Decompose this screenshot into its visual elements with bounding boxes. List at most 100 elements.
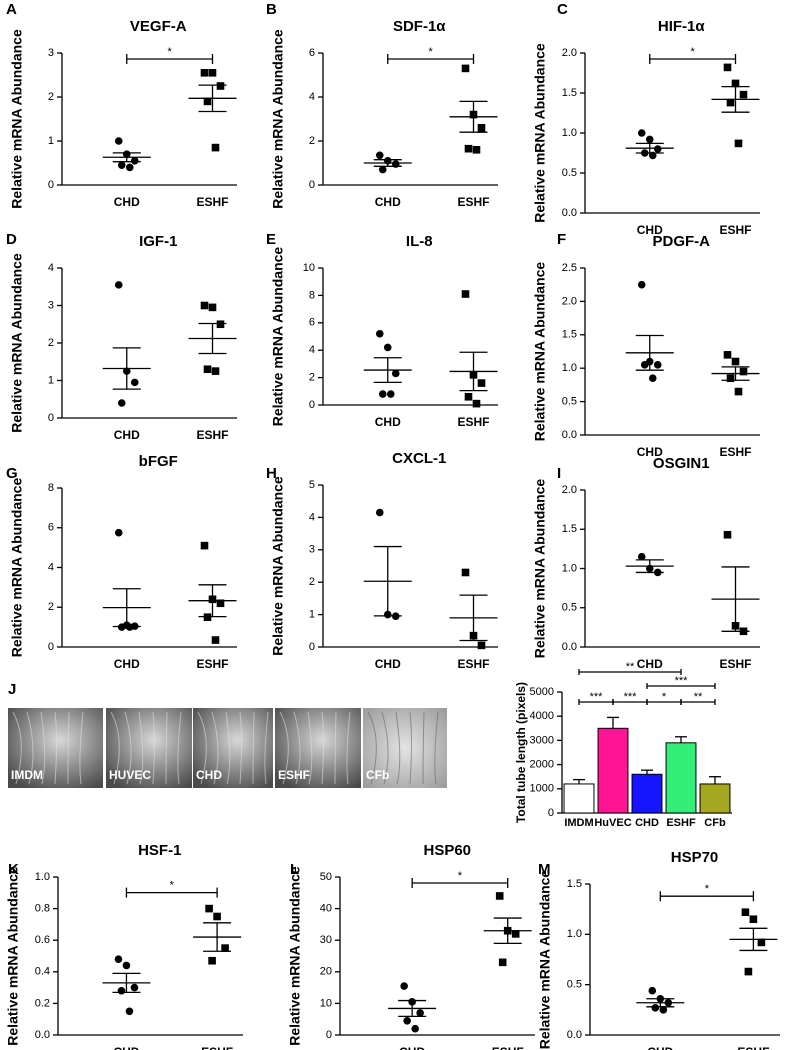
y-tick-label: 2	[309, 372, 315, 384]
y-tick-label: 0	[48, 641, 54, 653]
data-point	[495, 892, 504, 900]
data-point	[400, 982, 408, 990]
data-point	[208, 303, 217, 312]
micrograph	[106, 708, 192, 788]
data-point	[723, 63, 732, 72]
sig-label: *	[428, 46, 433, 58]
micrograph-label: ESHF	[278, 768, 310, 782]
y-tick-label: 5000	[530, 686, 554, 698]
y-tick-label: 1.5	[562, 329, 577, 341]
y-tick-label: 6	[309, 47, 315, 59]
data-point	[416, 1009, 424, 1017]
panel-letter: G	[6, 465, 18, 482]
data-point	[498, 958, 507, 967]
y-tick-label: 2.0	[562, 484, 577, 496]
data-point	[723, 530, 732, 539]
micrograph-texture	[124, 711, 132, 785]
chart-title: HIF-1α	[658, 18, 706, 35]
sig-label: *	[170, 880, 175, 892]
y-axis-label: Relative mRNA Abundance	[532, 43, 548, 223]
data-point	[208, 69, 217, 77]
y-tick-label: 0	[48, 179, 54, 191]
chart-title: HSP70	[671, 849, 719, 866]
x-tick-label: ESHF	[196, 195, 228, 209]
y-tick-label: 2	[48, 91, 54, 103]
y-tick-label: 3	[309, 544, 315, 556]
panel-letter: F	[557, 231, 566, 248]
data-point	[114, 281, 123, 289]
data-point	[734, 387, 743, 396]
y-tick-label: 2	[48, 601, 54, 613]
y-tick-label: 4	[48, 262, 54, 274]
data-point	[731, 357, 740, 366]
panel-letter: C	[557, 1, 568, 18]
data-point	[648, 374, 657, 383]
y-tick-label: 1.5	[562, 523, 577, 535]
y-tick-label: 2.0	[562, 47, 577, 59]
x-tick-label: ESHF	[492, 1045, 524, 1050]
micrograph-texture	[67, 711, 70, 785]
y-tick-label: 0.0	[567, 1029, 582, 1041]
micrograph-label: CHD	[196, 768, 222, 782]
data-point	[464, 144, 473, 153]
y-tick-label: 2	[48, 337, 54, 349]
data-point	[122, 961, 131, 970]
bar	[665, 742, 697, 814]
y-tick-label: 6	[48, 522, 54, 534]
data-point	[216, 82, 225, 90]
micrograph-texture	[165, 711, 168, 785]
data-point	[461, 290, 470, 298]
y-tick-label: 0.5	[562, 396, 577, 408]
data-point	[114, 955, 123, 963]
x-tick-label: CHD	[637, 657, 663, 671]
data-point	[645, 135, 654, 144]
data-point	[203, 365, 212, 374]
micrograph-texture	[293, 711, 301, 785]
data-point	[757, 938, 766, 947]
y-tick-label: 0.5	[562, 167, 577, 179]
micrograph-texture	[279, 711, 289, 785]
data-point	[130, 157, 139, 165]
data-point	[117, 399, 126, 407]
x-tick-label: CHD	[114, 657, 140, 671]
data-point	[378, 390, 387, 398]
micrograph-texture	[409, 711, 412, 785]
micrograph-texture	[40, 711, 46, 785]
data-point	[205, 904, 213, 913]
y-tick-label: 1.0	[35, 871, 50, 883]
micrograph-texture	[346, 711, 351, 785]
y-tick-label: 3	[48, 299, 54, 311]
data-point	[221, 944, 229, 952]
data-point	[659, 1006, 668, 1014]
y-axis-label: Relative mRNA Abundance	[532, 262, 548, 442]
y-tick-label: 3000	[530, 734, 554, 746]
y-tick-label: 6	[309, 317, 315, 329]
sig-label: **	[626, 661, 635, 673]
y-tick-label: 0.5	[567, 979, 582, 991]
micrograph-label: IMDM	[11, 768, 43, 782]
data-point	[464, 392, 473, 401]
x-tick-label: CHD	[375, 415, 401, 429]
y-tick-label: 0	[309, 641, 315, 653]
data-point	[130, 378, 139, 387]
data-point	[749, 915, 758, 924]
y-tick-label: 2.5	[562, 262, 577, 274]
sig-label: *	[167, 46, 172, 58]
y-tick-label: 3	[48, 47, 54, 59]
y-tick-label: 1.5	[562, 87, 577, 99]
x-tick-label: IMDM	[564, 817, 593, 829]
sig-label: ***	[675, 675, 689, 687]
x-tick-label: ESHF	[196, 657, 228, 671]
data-point	[216, 599, 225, 608]
bar	[563, 783, 595, 814]
data-point	[375, 329, 384, 338]
data-point	[472, 146, 481, 154]
y-tick-label: 5	[309, 479, 315, 491]
y-tick-label: 1	[48, 374, 54, 386]
y-tick-label: 0.0	[35, 1029, 50, 1041]
data-point	[726, 98, 735, 107]
micrograph-texture	[321, 711, 324, 785]
chart-title: OSGIN1	[653, 455, 710, 472]
data-point	[477, 379, 486, 387]
